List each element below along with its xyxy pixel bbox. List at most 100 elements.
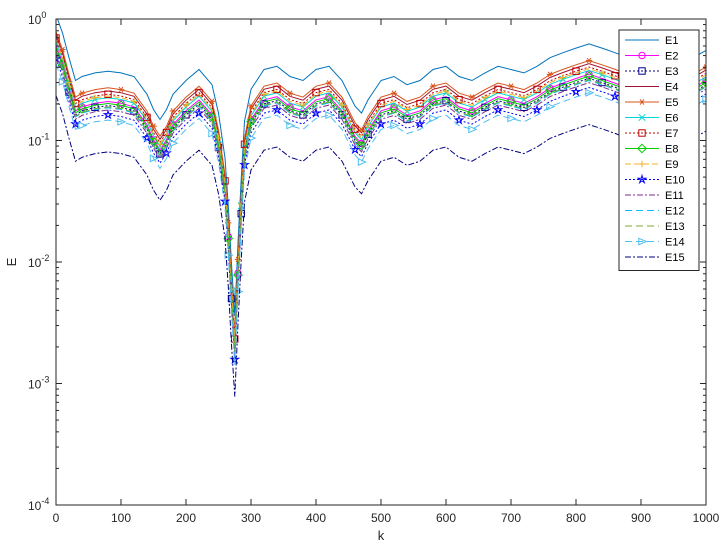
legend-marker-e6 — [638, 113, 646, 122]
legend-label: E6 — [665, 113, 678, 125]
series-marker-e9 — [260, 91, 268, 98]
x-tick-label: 0 — [53, 511, 60, 525]
legend-label: E11 — [665, 190, 684, 202]
x-tick-label: 1000 — [693, 511, 720, 525]
series-marker-e5 — [468, 94, 476, 100]
series-line-e6 — [56, 41, 706, 343]
series-marker-e14 — [169, 139, 179, 148]
legend-label: E12 — [665, 206, 685, 218]
series-marker-e9 — [598, 69, 606, 77]
series-marker-e8 — [324, 93, 334, 104]
series-marker-e5 — [169, 108, 177, 114]
series-marker-e10 — [492, 104, 504, 115]
series-marker-e10 — [414, 118, 426, 129]
series-marker-e14 — [429, 114, 439, 123]
series-marker-e7 — [611, 72, 619, 80]
series-marker-e8 — [701, 77, 706, 88]
series-marker-e9 — [403, 106, 411, 113]
x-tick-label: 300 — [241, 511, 261, 525]
series-marker-e2 — [585, 70, 593, 78]
series-marker-e5 — [429, 83, 437, 90]
x-axis: 0 100 200 300 400 500 600 700 800 900 1000 — [53, 19, 720, 525]
y-tick-label: 10-2 — [28, 253, 49, 270]
series-marker-e9 — [228, 285, 235, 293]
x-tick-label: 900 — [631, 511, 651, 525]
series-marker-e3 — [182, 111, 190, 119]
y-tick-base: 10 — [28, 378, 42, 392]
series-marker-e9 — [364, 121, 372, 128]
series-marker-e10 — [531, 104, 543, 115]
y-tick-exponent: 0 — [41, 10, 46, 20]
series-marker-e14 — [507, 114, 517, 123]
y-axis-label: E — [4, 257, 19, 266]
series-marker-e5 — [585, 57, 593, 64]
series-marker-e7 — [312, 88, 320, 97]
series-marker-e14 — [117, 117, 127, 126]
series-marker-e7 — [56, 34, 60, 42]
series-marker-e8 — [428, 96, 438, 107]
series-marker-e7 — [455, 95, 463, 104]
legend-label: E15 — [665, 252, 685, 264]
series-marker-e7 — [104, 90, 112, 98]
legend-marker-e3 — [638, 67, 646, 75]
series-layer — [56, 19, 706, 397]
legend-label: E3 — [665, 66, 678, 78]
legend-label: E13 — [665, 221, 685, 233]
y-tick-exponent: -3 — [41, 375, 49, 385]
series-marker-e5 — [358, 126, 365, 133]
y-tick-exponent: -1 — [41, 132, 49, 142]
legend-marker-e8 — [637, 143, 647, 154]
legend-label: E8 — [665, 144, 678, 156]
y-tick-label: 10-4 — [28, 496, 49, 513]
series-marker-e10 — [570, 85, 582, 97]
series-marker-e14 — [468, 125, 478, 134]
series-marker-e3 — [91, 103, 99, 112]
y-tick-label: 10-1 — [28, 132, 49, 149]
series-marker-e8 — [77, 103, 87, 114]
legend-label: E1 — [665, 35, 678, 47]
series-line-e9 — [56, 39, 706, 341]
series-marker-e5 — [546, 71, 554, 78]
y-tick-base: 10 — [28, 13, 42, 27]
series-marker-e9 — [442, 87, 450, 95]
legend-label: E14 — [665, 237, 685, 249]
series-marker-e9 — [481, 94, 489, 101]
series-marker-e14 — [325, 111, 335, 120]
series-marker-e7 — [143, 113, 151, 122]
series-marker-e10 — [102, 108, 114, 120]
series-marker-e7 — [416, 99, 424, 108]
y-tick-base: 10 — [28, 499, 42, 513]
series-marker-e5 — [208, 98, 216, 105]
x-axis-label: k — [378, 528, 385, 543]
series-line-e8 — [56, 47, 706, 349]
series-marker-e5 — [78, 90, 86, 97]
y-tick-exponent: -2 — [41, 253, 49, 263]
series-line-e13 — [56, 50, 706, 352]
x-tick-label: 600 — [436, 511, 456, 525]
series-line-e15 — [56, 95, 706, 397]
series-marker-e8 — [285, 103, 295, 114]
legend-marker-e9 — [638, 160, 646, 168]
series-marker-e9 — [520, 94, 528, 101]
legend-label: E2 — [665, 51, 678, 63]
x-tick-label: 400 — [306, 511, 326, 525]
legend-label: E9 — [665, 159, 678, 171]
legend-label: E5 — [665, 97, 678, 109]
series-marker-e7 — [533, 85, 541, 94]
series-marker-e9 — [91, 94, 99, 101]
series-line-e11 — [56, 53, 706, 355]
legend-label: E7 — [665, 128, 678, 140]
series-marker-e14 — [58, 77, 68, 86]
legend: E1 E2 E3 E4 E5 E6 E7 E8 E9 E10 E11 E12 E13 E14 E15 — [618, 29, 700, 271]
series-marker-e2 — [507, 96, 515, 104]
series-marker-e7 — [377, 99, 385, 108]
series-marker-e10 — [609, 90, 621, 101]
series-line-e4 — [56, 34, 706, 336]
series-line-e2 — [56, 45, 706, 347]
series-marker-e14 — [247, 134, 257, 143]
series-marker-e14 — [78, 121, 88, 130]
series-marker-e7 — [195, 88, 203, 97]
series-marker-e8 — [467, 107, 477, 118]
